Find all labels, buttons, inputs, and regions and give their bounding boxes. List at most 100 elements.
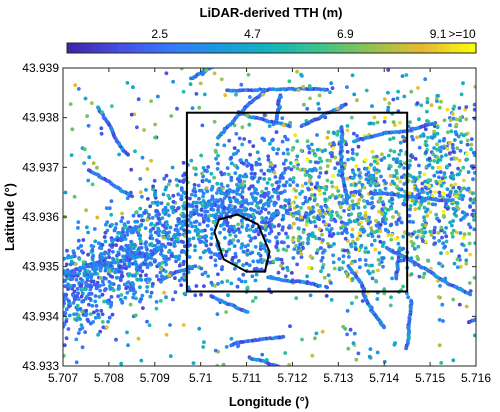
data-point xyxy=(410,155,415,160)
data-point xyxy=(333,166,337,171)
data-point xyxy=(215,63,219,67)
data-point xyxy=(284,231,288,236)
data-point xyxy=(446,130,450,135)
data-point xyxy=(221,222,226,227)
data-point xyxy=(40,278,44,282)
data-point xyxy=(488,312,492,316)
data-point xyxy=(46,275,50,279)
data-point xyxy=(94,304,99,308)
data-point xyxy=(66,287,70,291)
data-point xyxy=(425,100,430,105)
data-point xyxy=(197,196,201,201)
data-point xyxy=(85,225,89,230)
data-point xyxy=(451,116,456,121)
data-point xyxy=(225,88,230,93)
data-point xyxy=(400,74,405,78)
data-point xyxy=(296,88,301,93)
data-point xyxy=(150,236,155,241)
data-point xyxy=(364,88,369,93)
data-point xyxy=(437,175,441,180)
data-point xyxy=(256,179,260,184)
data-point xyxy=(455,146,460,151)
data-point xyxy=(249,192,254,196)
data-point xyxy=(86,123,91,128)
data-point xyxy=(427,156,432,161)
data-point xyxy=(200,203,205,208)
data-point xyxy=(278,191,282,196)
data-point xyxy=(422,271,427,276)
data-point xyxy=(225,184,230,188)
data-point xyxy=(166,241,171,246)
data-point xyxy=(308,196,312,201)
data-point xyxy=(402,139,407,144)
data-point xyxy=(370,263,374,268)
data-point xyxy=(464,105,469,109)
data-point xyxy=(390,197,395,202)
data-point xyxy=(119,293,124,297)
data-point xyxy=(438,149,443,154)
data-point xyxy=(319,185,324,190)
data-point xyxy=(283,158,288,163)
data-point xyxy=(147,323,152,328)
data-point xyxy=(308,293,313,298)
data-point xyxy=(444,201,448,206)
data-point xyxy=(325,135,330,140)
data-point xyxy=(375,229,379,234)
data-point xyxy=(341,254,346,259)
data-point xyxy=(289,86,294,91)
data-point xyxy=(31,280,35,284)
data-point xyxy=(366,250,371,255)
data-point xyxy=(134,296,138,301)
data-point xyxy=(457,196,462,201)
data-point xyxy=(281,213,286,218)
data-point xyxy=(95,165,99,170)
data-point xyxy=(422,172,427,177)
data-point xyxy=(201,166,206,170)
data-point xyxy=(172,240,177,245)
data-point xyxy=(154,300,159,304)
data-point xyxy=(107,206,112,211)
data-point xyxy=(460,210,465,215)
data-point xyxy=(117,152,121,157)
data-point xyxy=(286,244,290,249)
data-point xyxy=(437,295,441,299)
data-point xyxy=(338,215,343,220)
data-point xyxy=(120,274,125,279)
data-point xyxy=(459,193,463,198)
data-point xyxy=(307,232,312,237)
data-point xyxy=(249,163,254,168)
data-point xyxy=(149,290,154,295)
data-point xyxy=(470,212,475,217)
data-point xyxy=(83,281,88,285)
data-point xyxy=(379,174,383,179)
data-point xyxy=(192,208,196,213)
data-point xyxy=(200,272,205,277)
data-point xyxy=(229,224,234,229)
data-point xyxy=(248,95,252,99)
data-point xyxy=(205,61,209,65)
data-point xyxy=(169,253,174,258)
data-point xyxy=(138,285,142,290)
data-point xyxy=(264,249,269,254)
data-point xyxy=(314,251,319,255)
x-tick-label: 5.714 xyxy=(369,371,399,385)
data-point xyxy=(233,266,237,271)
data-point xyxy=(468,252,473,257)
data-point xyxy=(145,265,150,270)
data-point xyxy=(318,283,322,288)
data-point xyxy=(188,243,193,247)
data-point xyxy=(125,285,130,289)
data-point xyxy=(246,72,251,77)
data-point xyxy=(175,237,180,241)
data-point xyxy=(104,206,109,211)
data-point xyxy=(120,299,125,304)
data-point xyxy=(92,310,96,315)
data-point xyxy=(442,136,447,141)
data-point xyxy=(367,354,372,359)
data-point xyxy=(161,235,166,240)
data-point xyxy=(246,243,251,248)
data-point xyxy=(89,275,94,280)
data-point xyxy=(174,254,179,259)
data-point xyxy=(314,331,319,336)
data-point xyxy=(203,213,208,218)
